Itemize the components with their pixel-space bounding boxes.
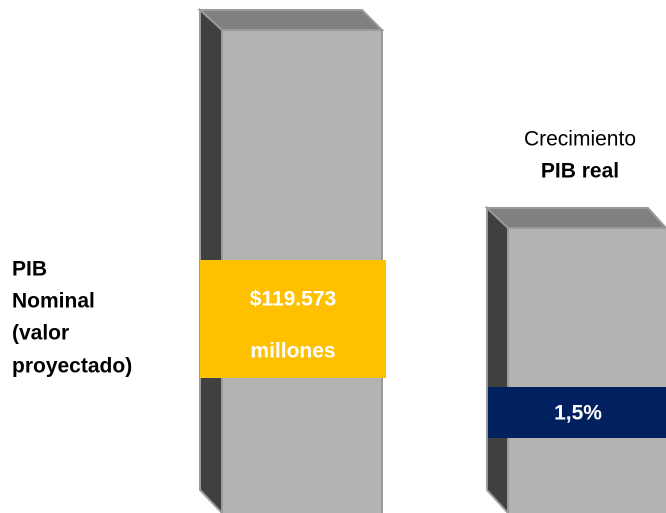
bar-front xyxy=(507,227,666,513)
bar-top xyxy=(197,9,385,31)
growth-box xyxy=(488,387,666,438)
nominal-value: $119.573 xyxy=(250,288,336,311)
growth-label: Crecimiento xyxy=(524,128,636,151)
nominal-label: (valor xyxy=(12,322,69,345)
growth-label: PIB real xyxy=(541,160,619,183)
nominal-unit: millones xyxy=(250,340,335,363)
growth-bar xyxy=(484,205,666,513)
bar-top xyxy=(484,207,666,229)
nominal-box xyxy=(200,260,386,378)
nominal-label: PIB xyxy=(12,258,47,281)
bar-side xyxy=(486,205,509,513)
nominal-label: proyectado) xyxy=(12,355,132,378)
growth-value: 1,5% xyxy=(554,402,602,425)
nominal-label: Nominal xyxy=(12,290,95,313)
